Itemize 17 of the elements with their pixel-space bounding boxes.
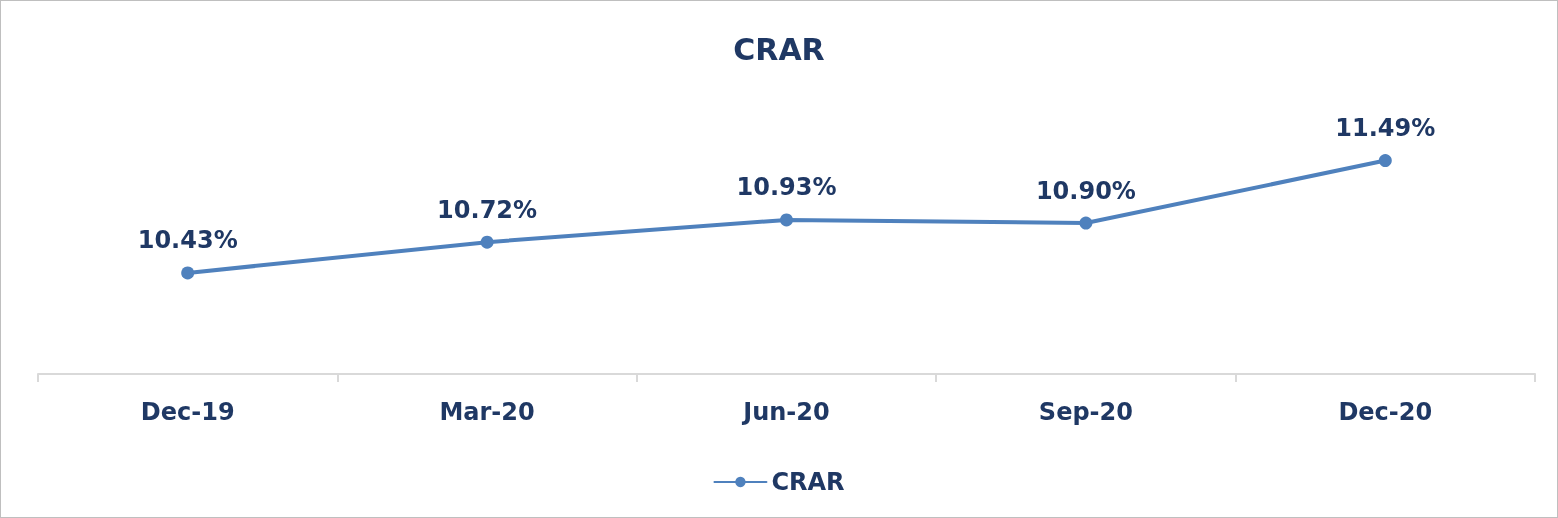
legend-label: CRAR bbox=[771, 468, 845, 496]
data-label: 10.90% bbox=[1035, 176, 1136, 205]
x-tick-label: Jun-20 bbox=[741, 398, 830, 426]
point bbox=[780, 213, 793, 227]
point bbox=[480, 235, 494, 249]
x-tick-label: Sep-20 bbox=[1038, 398, 1133, 426]
data-label: 10.93% bbox=[736, 173, 837, 202]
x-tick-label: Mar-20 bbox=[439, 398, 535, 426]
point bbox=[1079, 216, 1093, 230]
point bbox=[1378, 154, 1392, 168]
data-label: 10.72% bbox=[437, 195, 538, 224]
data-label: 10.43% bbox=[137, 226, 238, 255]
data-label: 11.49% bbox=[1335, 114, 1436, 143]
point bbox=[181, 266, 195, 280]
chart-title: CRAR bbox=[733, 31, 825, 67]
x-tick-label: Dec-20 bbox=[1338, 398, 1433, 426]
x-tick-label: Dec-19 bbox=[140, 398, 235, 426]
